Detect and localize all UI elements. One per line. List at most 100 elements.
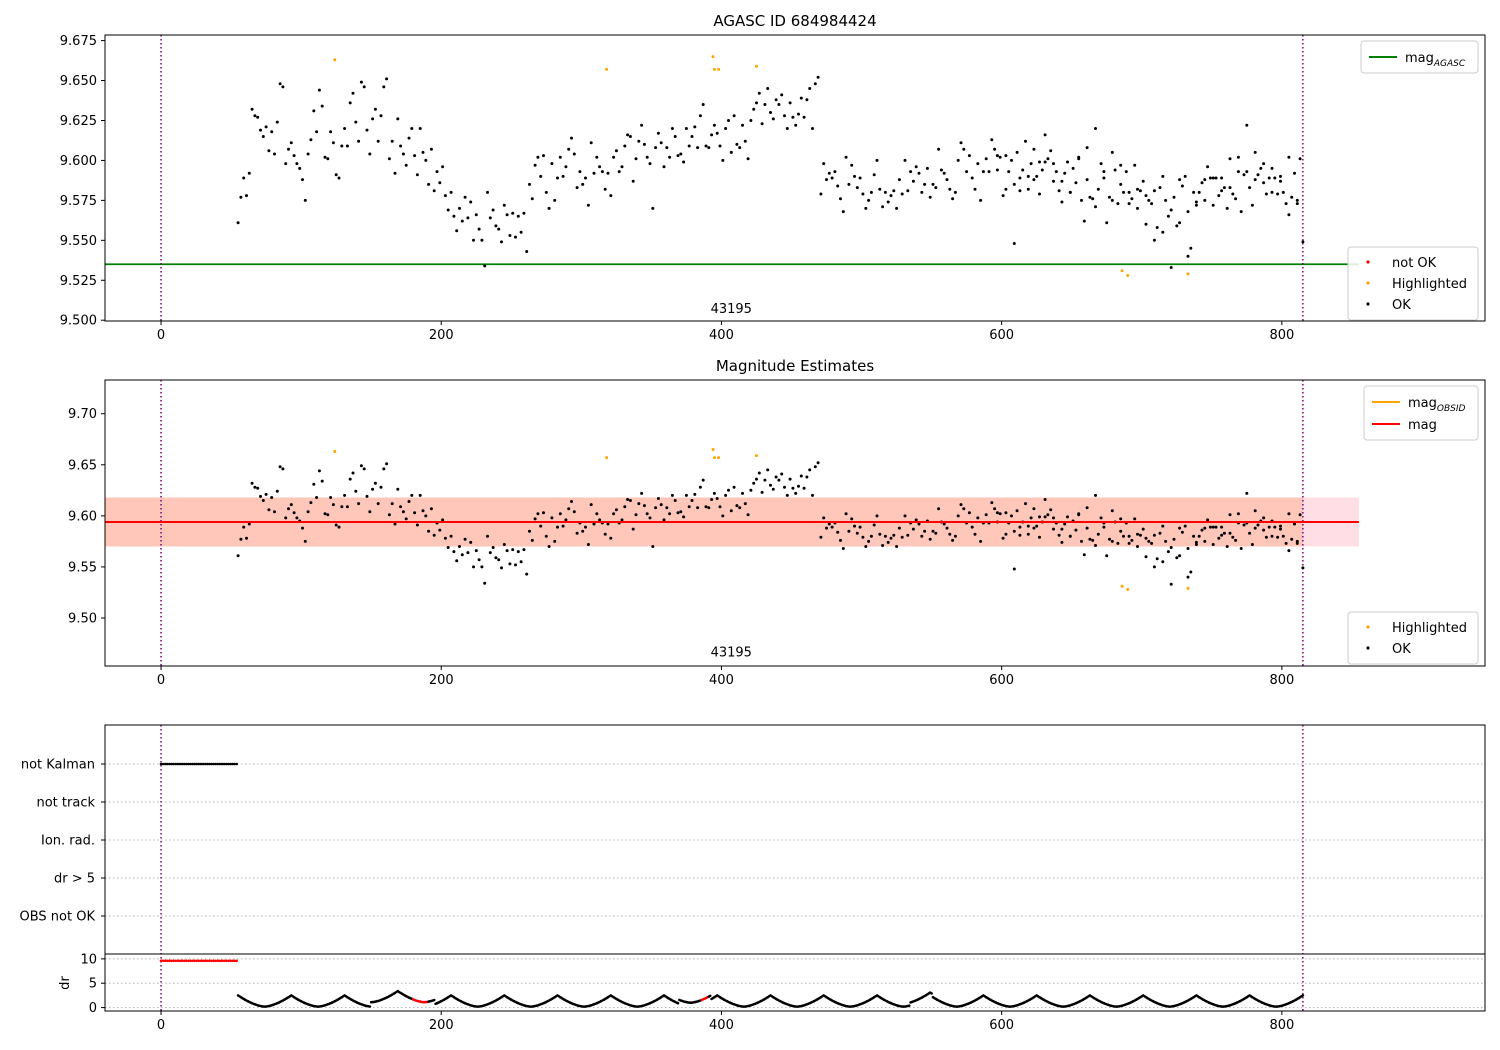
flag-point <box>201 762 205 766</box>
data-point <box>718 505 722 509</box>
data-point <box>345 144 349 148</box>
legend-points-label: not OK <box>1392 256 1437 271</box>
data-point <box>393 522 397 526</box>
data-point <box>502 203 506 207</box>
data-point <box>1068 190 1072 194</box>
data-point <box>1150 541 1154 545</box>
data-point <box>1080 198 1083 202</box>
data-point <box>1186 575 1190 579</box>
data-point <box>864 545 868 548</box>
dr-point <box>166 959 169 963</box>
legend-points-label: Highlighted <box>1392 621 1467 636</box>
data-point <box>822 516 826 520</box>
data-point <box>752 107 756 111</box>
data-point <box>1228 186 1232 190</box>
data-point <box>1074 181 1078 185</box>
panel-title-agasc: AGASC ID 684984424 <box>713 12 876 30</box>
data-point <box>1259 166 1263 170</box>
data-point <box>606 522 610 526</box>
data-point <box>763 478 767 482</box>
data-point <box>1119 529 1123 533</box>
data-point <box>662 518 666 522</box>
data-point <box>1256 523 1260 527</box>
data-point <box>1102 176 1106 180</box>
data-point <box>1262 181 1266 185</box>
data-point <box>651 206 655 210</box>
data-point <box>309 138 313 142</box>
data-point <box>1126 274 1130 277</box>
data-point <box>1113 168 1117 172</box>
data-point <box>945 178 949 182</box>
data-point <box>533 163 537 167</box>
data-point <box>746 513 750 517</box>
data-point <box>760 490 764 494</box>
data-point <box>654 506 658 510</box>
dr-point <box>218 959 222 963</box>
data-point <box>1012 529 1016 533</box>
dr-point <box>708 994 712 998</box>
data-point <box>1276 535 1280 539</box>
data-point <box>670 493 674 497</box>
data-point <box>752 481 756 485</box>
data-point <box>500 566 503 570</box>
dr-point <box>168 959 171 963</box>
data-point <box>561 524 565 528</box>
data-point <box>1206 165 1210 169</box>
dr-point <box>432 998 436 1002</box>
data-point <box>418 127 422 130</box>
data-point <box>460 553 464 557</box>
plot-area-magnitude-estimates: 43195 0 200 400 600 800 9.50 9.55 9.60 9.65 9.70 ma… <box>68 379 1486 688</box>
data-point <box>536 512 540 516</box>
data-point <box>1043 160 1047 164</box>
data-point <box>1057 189 1061 193</box>
data-point <box>306 510 310 514</box>
data-point <box>816 75 820 79</box>
data-point <box>315 496 319 499</box>
data-point <box>1026 174 1030 178</box>
data-point <box>1189 246 1193 250</box>
data-point <box>1060 179 1064 183</box>
data-point <box>628 499 632 502</box>
data-point <box>712 456 716 460</box>
data-point <box>334 523 338 527</box>
data-point <box>1085 178 1089 182</box>
data-point <box>847 182 851 186</box>
data-point <box>1094 493 1097 497</box>
data-point <box>1136 532 1139 536</box>
y-tick-label: 0 <box>89 1001 97 1016</box>
data-point <box>724 127 728 130</box>
data-point <box>1130 538 1134 542</box>
data-point <box>903 514 907 518</box>
data-point <box>247 522 251 526</box>
x-tick-label: 0 <box>157 328 165 343</box>
y-tick-label: 9.575 <box>60 194 97 209</box>
data-point <box>923 529 927 533</box>
data-point <box>965 170 969 174</box>
y-tick-label: 9.650 <box>60 74 97 89</box>
data-point <box>696 146 700 150</box>
flag-point <box>176 762 180 766</box>
data-point <box>836 184 840 188</box>
data-point <box>942 522 946 526</box>
data-point <box>1206 518 1210 522</box>
data-point <box>259 128 262 132</box>
data-point <box>547 206 551 210</box>
data-point <box>822 162 826 166</box>
data-point <box>864 206 868 210</box>
data-point <box>1279 527 1282 531</box>
data-point <box>749 119 753 122</box>
data-point <box>359 80 363 84</box>
data-point <box>1052 162 1055 166</box>
data-point <box>939 168 943 172</box>
data-point <box>802 486 806 490</box>
data-point <box>359 464 363 468</box>
flag-point <box>218 762 222 766</box>
data-point <box>682 515 686 519</box>
data-point <box>542 511 545 515</box>
data-point <box>1119 517 1123 521</box>
data-point <box>390 502 394 506</box>
data-point <box>415 173 419 177</box>
data-point <box>881 205 885 209</box>
dr-point <box>187 959 190 963</box>
data-point <box>1183 174 1187 178</box>
